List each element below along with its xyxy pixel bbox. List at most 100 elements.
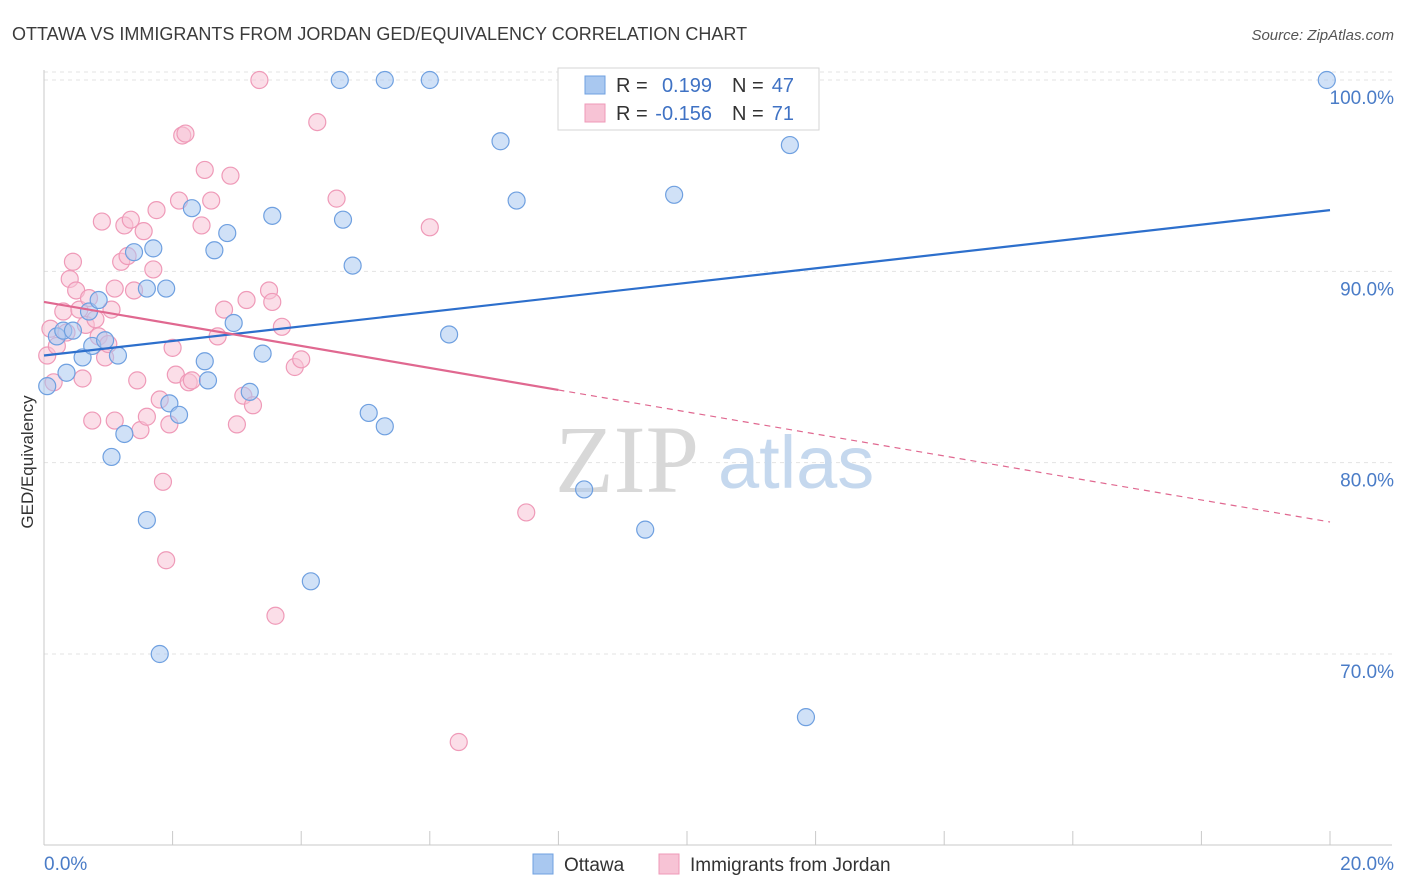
bottom-legend: Ottawa Immigrants from Jordan [532, 853, 891, 876]
point-ottawa-12 [115, 424, 134, 444]
point-ottawa-44 [780, 135, 799, 155]
point-jordan-56 [263, 292, 282, 312]
point-jordan-30 [137, 407, 156, 426]
point-ottawa-27 [240, 382, 259, 401]
point-jordan-63 [420, 218, 439, 237]
point-ottawa-37 [420, 70, 439, 90]
point-jordan-32 [147, 201, 166, 220]
legend-swatch-jordan [584, 103, 606, 123]
point-jordan-62 [327, 189, 346, 208]
watermark-atlas: atlas [718, 421, 874, 504]
point-ottawa-43 [665, 185, 684, 204]
x-tick-label-min: 0.0% [44, 854, 87, 875]
grid-lines [44, 71, 1392, 655]
trend-line-jordan-dashed [558, 389, 1331, 523]
y-tick-label-3: 100.0% [1330, 88, 1395, 109]
point-jordan-49 [221, 166, 240, 185]
point-ottawa-11 [108, 346, 128, 365]
watermark: ZIP atlas [555, 406, 874, 513]
point-ottawa-42 [636, 520, 655, 539]
legend-r-label-jordan: R = [616, 103, 648, 125]
bottom-legend-swatch-ottawa [532, 853, 554, 875]
point-ottawa-29 [263, 206, 282, 225]
chart-title: OTTAWA VS IMMIGRANTS FROM JORDAN GED/EQU… [12, 24, 747, 44]
point-ottawa-35 [375, 417, 394, 436]
legend-n-label-ottawa: N = [732, 75, 764, 97]
scatter-points [38, 70, 1336, 752]
point-jordan-27 [128, 371, 147, 390]
point-jordan-54 [250, 70, 269, 90]
bottom-legend-swatch-jordan [658, 853, 680, 875]
point-jordan-34 [153, 472, 173, 491]
point-jordan-48 [214, 300, 234, 319]
point-ottawa-30 [301, 572, 320, 591]
legend-swatch-ottawa [584, 75, 606, 95]
point-jordan-13 [83, 411, 102, 430]
point-jordan-7 [63, 252, 83, 271]
y-tick-label-0: 70.0% [1340, 662, 1394, 683]
watermark-zip: ZIP [555, 406, 699, 513]
point-jordan-60 [292, 350, 311, 369]
point-jordan-21 [105, 411, 124, 430]
point-ottawa-36 [375, 70, 394, 90]
point-jordan-31 [144, 260, 163, 279]
point-ottawa-23 [198, 371, 218, 390]
point-jordan-10 [73, 369, 92, 388]
point-ottawa-33 [343, 256, 362, 275]
point-ottawa-25 [218, 223, 237, 243]
point-ottawa-0 [38, 377, 57, 396]
bottom-legend-label-jordan: Immigrants from Jordan [690, 855, 891, 876]
point-ottawa-31 [330, 70, 349, 90]
point-ottawa-32 [333, 210, 353, 229]
point-ottawa-41 [575, 480, 594, 499]
point-ottawa-34 [359, 403, 378, 423]
point-ottawa-13 [124, 243, 144, 262]
trend-lines [43, 209, 1331, 523]
chart-source: Source: ZipAtlas.com [1251, 27, 1394, 44]
point-jordan-57 [266, 606, 285, 625]
point-ottawa-4 [63, 321, 83, 340]
point-ottawa-3 [57, 363, 76, 382]
point-ottawa-17 [150, 644, 169, 664]
point-jordan-41 [176, 124, 195, 143]
axes [43, 70, 1392, 846]
point-jordan-58 [272, 317, 292, 336]
point-ottawa-28 [253, 344, 272, 363]
y-axis-label: GED/Equivalency [18, 395, 37, 529]
legend-r-value-ottawa: 0.199 [662, 75, 712, 97]
point-jordan-50 [227, 415, 246, 434]
point-jordan-52 [237, 290, 256, 310]
y-tick-label-1: 80.0% [1340, 471, 1394, 492]
point-jordan-25 [121, 210, 140, 229]
point-ottawa-46 [1317, 70, 1336, 90]
point-ottawa-8 [89, 290, 108, 310]
point-jordan-64 [449, 732, 468, 752]
point-ottawa-24 [205, 241, 224, 260]
point-ottawa-9 [95, 331, 115, 350]
point-jordan-44 [192, 216, 211, 235]
legend-n-value-jordan: 71 [772, 103, 794, 125]
legend-n-value-ottawa: 47 [772, 75, 794, 97]
point-jordan-37 [163, 338, 182, 357]
point-jordan-46 [202, 191, 221, 210]
point-ottawa-18 [157, 279, 176, 298]
point-jordan-16 [92, 212, 111, 231]
point-jordan-61 [308, 112, 327, 132]
trend-line-jordan-solid [43, 300, 559, 392]
point-ottawa-40 [507, 191, 526, 210]
legend-r-label-ottawa: R = [616, 75, 648, 97]
bottom-legend-label-ottawa: Ottawa [564, 855, 625, 876]
point-ottawa-20 [169, 405, 189, 424]
point-ottawa-15 [137, 510, 156, 530]
point-ottawa-26 [224, 313, 243, 333]
point-ottawa-10 [102, 447, 121, 467]
x-tick-label-max: 20.0% [1340, 854, 1394, 875]
point-jordan-29 [134, 222, 153, 241]
legend-box: R = 0.199 N = 47 R = -0.156 N = 71 [557, 67, 820, 131]
point-ottawa-14 [137, 279, 156, 298]
y-tick-labels: 70.0% 80.0% 90.0% 100.0% [1330, 88, 1395, 683]
point-jordan-20 [105, 279, 124, 298]
y-tick-label-2: 90.0% [1340, 279, 1394, 300]
point-jordan-43 [182, 371, 201, 390]
